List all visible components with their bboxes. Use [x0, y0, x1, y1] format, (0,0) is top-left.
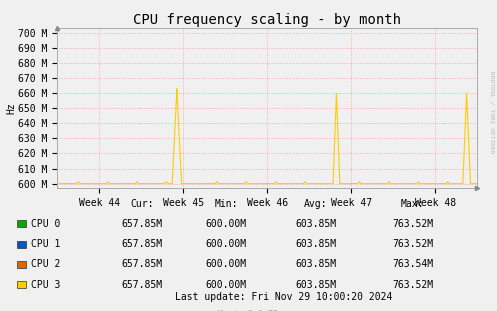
Text: 603.85M: 603.85M — [295, 219, 336, 229]
Text: Munin 2.0.75: Munin 2.0.75 — [219, 310, 278, 311]
Title: CPU frequency scaling - by month: CPU frequency scaling - by month — [133, 13, 401, 27]
Text: CPU 3: CPU 3 — [31, 280, 60, 290]
Text: Avg:: Avg: — [304, 199, 328, 209]
Text: CPU 0: CPU 0 — [31, 219, 60, 229]
Text: CPU 1: CPU 1 — [31, 239, 60, 249]
Text: 657.85M: 657.85M — [121, 239, 162, 249]
Text: 763.52M: 763.52M — [392, 280, 433, 290]
Text: CPU 2: CPU 2 — [31, 259, 60, 269]
Text: 603.85M: 603.85M — [295, 280, 336, 290]
Text: Last update: Fri Nov 29 10:00:20 2024: Last update: Fri Nov 29 10:00:20 2024 — [174, 292, 392, 302]
Text: 600.00M: 600.00M — [206, 219, 247, 229]
Text: 763.52M: 763.52M — [392, 239, 433, 249]
Text: 763.54M: 763.54M — [392, 259, 433, 269]
Text: 657.85M: 657.85M — [121, 280, 162, 290]
Y-axis label: Hz: Hz — [6, 102, 17, 114]
Text: 600.00M: 600.00M — [206, 239, 247, 249]
Text: 657.85M: 657.85M — [121, 219, 162, 229]
Text: 603.85M: 603.85M — [295, 259, 336, 269]
Text: 603.85M: 603.85M — [295, 239, 336, 249]
Text: Cur:: Cur: — [130, 199, 154, 209]
Text: 600.00M: 600.00M — [206, 280, 247, 290]
Text: 763.52M: 763.52M — [392, 219, 433, 229]
Text: 600.00M: 600.00M — [206, 259, 247, 269]
Text: RRDTOOL / TOBI OETIKER: RRDTOOL / TOBI OETIKER — [490, 71, 495, 153]
Text: 657.85M: 657.85M — [121, 259, 162, 269]
Text: Min:: Min: — [214, 199, 238, 209]
Text: Max:: Max: — [401, 199, 424, 209]
